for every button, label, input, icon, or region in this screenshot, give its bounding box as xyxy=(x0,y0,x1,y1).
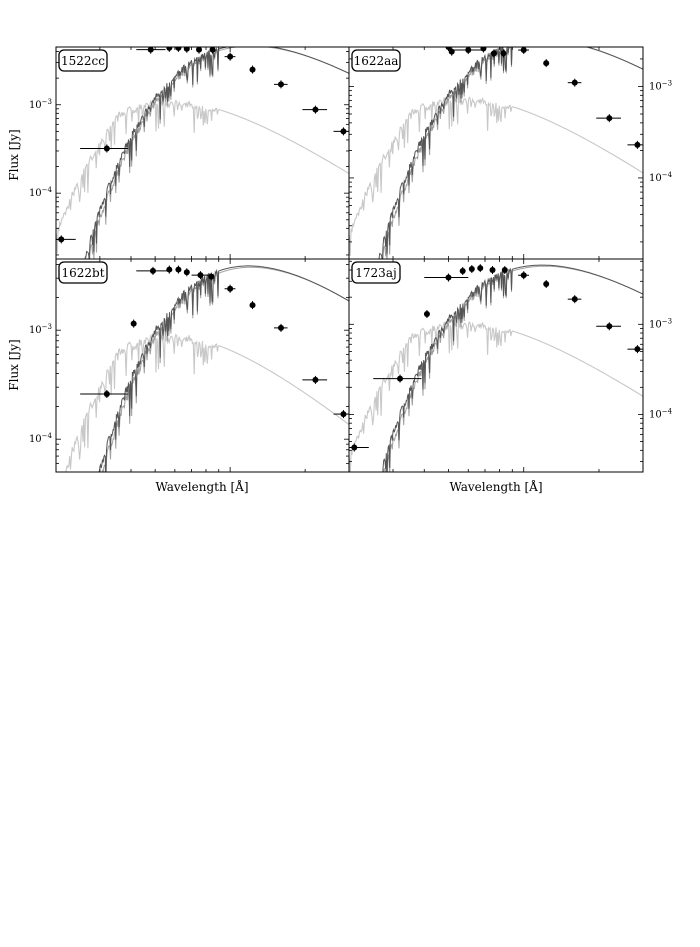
data-point xyxy=(249,302,256,309)
panel-label: 1522cc xyxy=(61,54,105,68)
chart-panel-1622bt: 10−3 10−4 1622bt xyxy=(29,258,350,473)
data-point xyxy=(397,375,404,382)
data-point xyxy=(571,79,578,86)
data-point xyxy=(480,47,487,52)
combined-model-curve xyxy=(382,264,643,472)
hot-component-curve xyxy=(349,96,643,256)
panel-label-box: 1622bt xyxy=(58,261,108,284)
panel-frame xyxy=(348,258,644,473)
data-point xyxy=(459,268,466,275)
data-point xyxy=(130,320,137,327)
data-point xyxy=(606,323,613,330)
panel-label-frame xyxy=(58,49,108,72)
hot-component-curve xyxy=(65,333,349,472)
data-point xyxy=(634,346,641,353)
data-point xyxy=(166,47,173,51)
y-tick-label: 10−3 xyxy=(649,79,672,92)
chart-panel-1522cc: 10−3 10−4 1522cc xyxy=(29,46,350,260)
xlabel-right: Wavelength [Å] xyxy=(449,479,542,494)
data-point xyxy=(340,128,347,135)
data-point xyxy=(571,296,578,303)
data-point xyxy=(208,273,215,280)
data-point xyxy=(196,47,203,53)
data-point xyxy=(477,265,484,272)
panel-label-frame xyxy=(351,49,401,72)
data-point xyxy=(209,47,216,53)
data-point xyxy=(249,66,256,73)
panel-label-frame xyxy=(351,261,401,284)
ylabel-top: Flux [Jy] xyxy=(7,129,21,180)
data-point xyxy=(634,141,641,148)
data-point xyxy=(175,266,182,273)
chart-panel-1723aj: 10−3 10−4 1723aj xyxy=(348,258,673,473)
data-point xyxy=(606,115,613,122)
cool-component-curve xyxy=(382,47,643,259)
data-point xyxy=(468,266,475,273)
panel-label: 1622aa xyxy=(354,54,399,68)
hot-component-curve xyxy=(349,320,643,472)
data-point xyxy=(227,285,234,292)
data-point xyxy=(543,280,550,287)
data-point xyxy=(520,272,527,279)
data-point xyxy=(166,266,173,273)
y-tick-label: 10−3 xyxy=(649,317,672,330)
panel-label-box: 1622aa xyxy=(351,49,401,72)
panel-label: 1622bt xyxy=(61,266,104,280)
chart-panel-1622aa: 10−3 10−4 1622aa xyxy=(348,40,673,260)
cool-component-curve xyxy=(383,265,643,472)
data-point xyxy=(351,444,358,451)
data-point xyxy=(471,40,477,46)
panel-label-box: 1723aj xyxy=(351,261,401,284)
y-tick-label: 10−4 xyxy=(29,432,53,445)
y-tick-label: 10−3 xyxy=(29,98,52,111)
data-point xyxy=(58,236,65,243)
data-point xyxy=(490,50,497,57)
data-point xyxy=(183,47,190,52)
y-tick-label: 10−3 xyxy=(29,323,52,336)
data-point xyxy=(423,311,430,318)
data-point xyxy=(312,106,319,113)
data-point xyxy=(340,411,347,418)
data-point xyxy=(197,272,204,279)
y-tick-label: 10−4 xyxy=(649,407,673,420)
data-point xyxy=(149,267,156,274)
data-point xyxy=(501,267,508,274)
plot-area xyxy=(56,47,349,259)
data-point xyxy=(277,81,284,88)
combined-model-curve xyxy=(84,47,349,259)
panel-label: 1723aj xyxy=(355,266,396,280)
data-point xyxy=(227,53,234,60)
data-point xyxy=(183,269,190,276)
panel-label-box: 1522cc xyxy=(58,49,108,72)
xlabel-left: Wavelength [Å] xyxy=(155,479,248,494)
data-point xyxy=(543,60,550,67)
data-point xyxy=(445,274,452,281)
data-point xyxy=(489,267,496,274)
data-point xyxy=(277,324,284,331)
panel-label-frame xyxy=(58,261,108,284)
panels: 10−3 10−4 1522cc 10−3 10−4 1622aa 10−3 10−4 1622… xyxy=(29,40,673,473)
plot-area xyxy=(65,265,349,472)
plot-area xyxy=(349,264,643,472)
combined-model-curve xyxy=(98,265,349,472)
data-point xyxy=(500,50,507,57)
data-point xyxy=(175,47,182,51)
data-point xyxy=(103,390,110,397)
combined-model-curve xyxy=(377,47,643,259)
data-point xyxy=(103,145,110,152)
y-tick-label: 10−4 xyxy=(649,171,673,184)
cool-component-curve xyxy=(101,266,349,472)
data-point xyxy=(465,47,472,54)
panel-frame xyxy=(55,258,350,473)
y-tick-label: 10−4 xyxy=(29,186,53,199)
ylabel-bottom: Flux [Jy] xyxy=(7,339,21,390)
cool-component-curve xyxy=(89,47,349,259)
data-point xyxy=(147,47,154,53)
data-point xyxy=(312,376,319,383)
hot-component-curve xyxy=(56,99,349,254)
